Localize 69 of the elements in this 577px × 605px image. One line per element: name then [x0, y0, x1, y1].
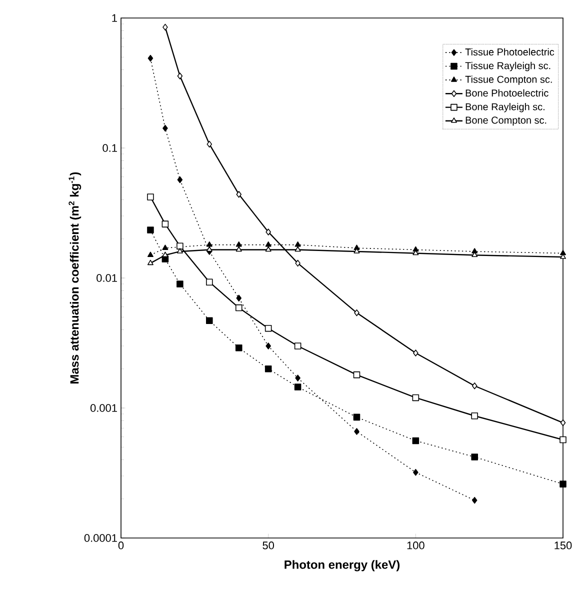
point	[176, 280, 184, 288]
point	[412, 394, 420, 402]
x-axis-title: Photon energy (keV)	[284, 560, 400, 572]
point	[471, 412, 478, 420]
legend-label: Tissue Compton sc.	[465, 76, 552, 85]
point	[162, 24, 168, 31]
point	[206, 246, 212, 252]
y-tick-label: 1	[112, 14, 117, 22]
legend-label: Tissue Photoelectric	[465, 48, 554, 56]
point	[176, 248, 183, 254]
x-tick-label: 50	[262, 542, 274, 550]
legend-label: Bone Rayleigh sc.	[466, 102, 544, 112]
point	[353, 414, 360, 421]
point	[236, 246, 242, 252]
point	[236, 241, 242, 247]
y-tick-label: 0.1	[102, 144, 117, 152]
point	[236, 294, 242, 302]
point	[147, 226, 154, 234]
point	[294, 384, 302, 390]
point	[412, 437, 420, 444]
point	[295, 260, 300, 267]
point	[162, 124, 168, 132]
point	[471, 454, 478, 460]
y-axis-title: Mass attenuation coefficient (m$^{2}$ kg$^{-1}$)	[68, 172, 82, 384]
point	[147, 260, 154, 266]
point	[147, 252, 154, 258]
point	[472, 382, 478, 390]
y-tick-label: 0.0001	[84, 534, 117, 542]
point	[177, 72, 183, 80]
point	[206, 278, 213, 286]
point	[413, 468, 418, 476]
point	[148, 54, 154, 62]
point	[353, 371, 360, 378]
point	[162, 244, 168, 250]
point	[176, 242, 184, 250]
legend-label: Bone Photoelectric	[466, 89, 548, 97]
point	[206, 241, 212, 247]
point	[265, 241, 272, 247]
point	[294, 246, 301, 252]
point	[295, 374, 300, 382]
point	[354, 309, 360, 316]
point	[294, 241, 301, 247]
y-tick-label: 0.01	[96, 274, 117, 282]
point	[235, 304, 242, 312]
x-tick-label: 150	[554, 542, 572, 550]
point	[413, 350, 418, 356]
point	[294, 342, 302, 350]
point	[560, 480, 566, 488]
point	[162, 220, 169, 228]
point	[206, 317, 213, 324]
point	[560, 419, 566, 426]
point	[206, 140, 212, 148]
legend-label: Tissue Rayleigh sc.	[465, 62, 550, 72]
point	[177, 176, 183, 184]
y-tick-label: 0.001	[90, 404, 117, 412]
x-tick-label: 0	[118, 542, 124, 550]
point	[472, 496, 478, 504]
legend-label: Bone Compton sc.	[466, 116, 546, 126]
x-tick-label: 100	[407, 542, 424, 550]
point	[264, 365, 272, 372]
point	[264, 324, 272, 332]
point	[266, 228, 271, 236]
point	[265, 246, 272, 252]
point	[354, 428, 360, 435]
point	[147, 194, 154, 200]
point	[266, 342, 271, 350]
point	[236, 190, 242, 198]
point	[235, 344, 242, 352]
point	[560, 436, 566, 444]
